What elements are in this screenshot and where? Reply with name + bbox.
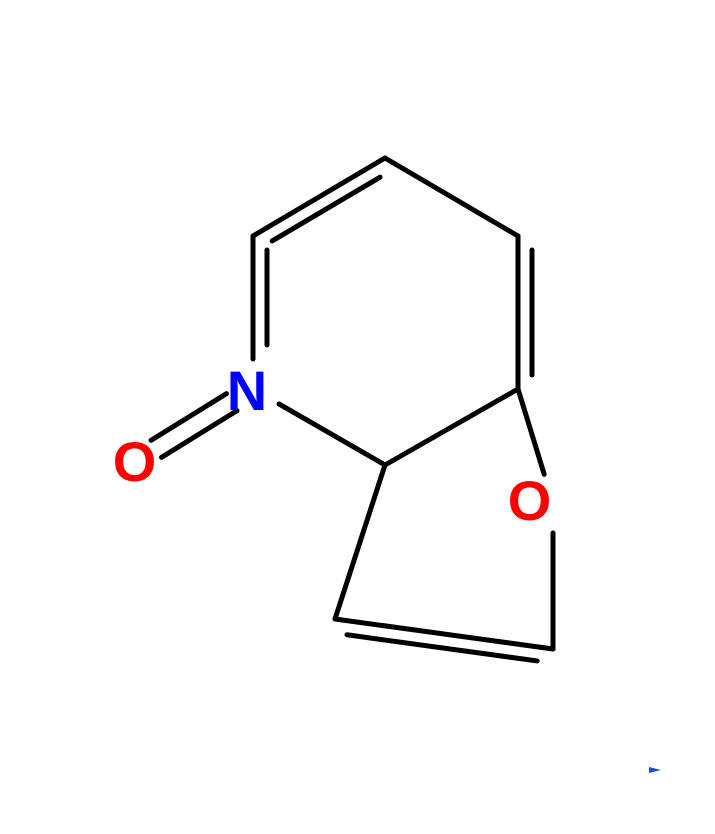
- molecule-canvas: N O O: [0, 0, 715, 834]
- nitrogen-label: N: [227, 358, 267, 423]
- molecule-structure: [0, 0, 715, 834]
- oxygen-2-label: O: [508, 468, 552, 533]
- oxygen-1-label: O: [113, 429, 157, 494]
